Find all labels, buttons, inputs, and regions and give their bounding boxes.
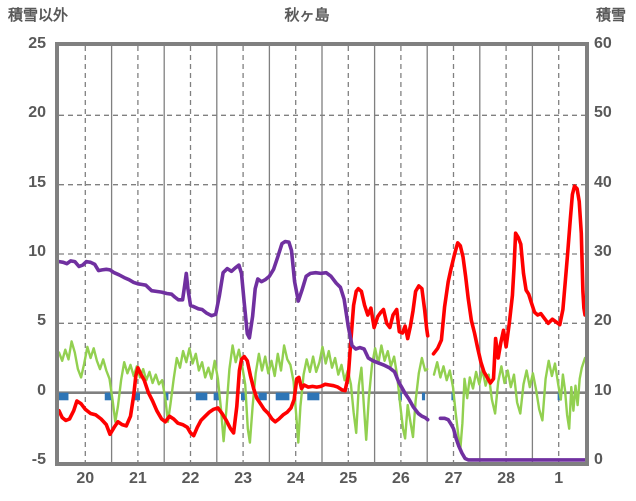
purple-line bbox=[59, 239, 430, 422]
left-tick-10: 10 bbox=[28, 243, 46, 260]
blue-bars bbox=[133, 392, 141, 401]
blue-bars bbox=[195, 392, 208, 401]
x-tick-24: 24 bbox=[286, 470, 305, 487]
green-line bbox=[59, 340, 429, 444]
right-tick-60: 60 bbox=[594, 35, 612, 52]
left-tick-25: 25 bbox=[28, 35, 46, 52]
left-tick-15: 15 bbox=[28, 173, 46, 191]
red-line bbox=[431, 184, 585, 385]
blue-bars bbox=[164, 392, 169, 401]
red-line bbox=[59, 284, 430, 438]
x-tick-25: 25 bbox=[339, 470, 358, 487]
left-tick-20: 20 bbox=[28, 104, 46, 122]
chart-title: 秋ヶ島 bbox=[284, 7, 330, 24]
purple-line bbox=[438, 416, 585, 462]
left-tick--5: -5 bbox=[31, 451, 46, 468]
x-tick-1: 1 bbox=[554, 470, 564, 487]
right-tick-30: 30 bbox=[594, 243, 612, 260]
left-tick-0: 0 bbox=[37, 381, 46, 399]
left-tick-5: 5 bbox=[37, 312, 46, 330]
right-tick-40: 40 bbox=[594, 173, 612, 191]
chart-canvas bbox=[59, 46, 585, 462]
blue-bars bbox=[59, 392, 69, 401]
blue-bars bbox=[104, 392, 112, 401]
x-tick-23: 23 bbox=[234, 470, 252, 487]
x-tick-26: 26 bbox=[391, 470, 410, 487]
x-tick-21: 21 bbox=[128, 470, 147, 487]
right-tick-50: 50 bbox=[594, 104, 612, 122]
x-tick-28: 28 bbox=[497, 470, 515, 487]
plot-area bbox=[55, 42, 589, 466]
right-axis-title: 積雪 bbox=[595, 7, 626, 24]
x-tick-27: 27 bbox=[444, 470, 463, 487]
left-axis-title: 積雪以外 bbox=[8, 7, 69, 24]
x-tick-22: 22 bbox=[181, 470, 200, 487]
blue-bars bbox=[307, 392, 320, 401]
right-tick-10: 10 bbox=[594, 381, 612, 399]
blue-bars bbox=[421, 392, 426, 401]
blue-bars bbox=[240, 392, 247, 401]
right-tick-0: 0 bbox=[594, 451, 603, 468]
right-tick-20: 20 bbox=[594, 312, 612, 330]
x-tick-20: 20 bbox=[76, 470, 95, 487]
blue-bars bbox=[275, 392, 290, 401]
blue-bars bbox=[258, 392, 267, 401]
blue-bars bbox=[213, 392, 220, 401]
